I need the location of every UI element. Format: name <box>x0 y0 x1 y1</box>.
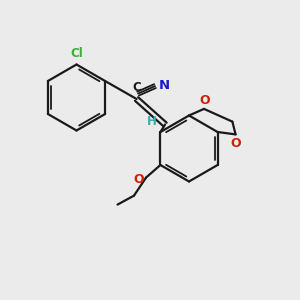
Text: O: O <box>231 137 242 150</box>
Text: O: O <box>199 94 210 106</box>
Text: Cl: Cl <box>70 47 83 60</box>
Text: C: C <box>132 81 141 94</box>
Text: N: N <box>159 79 170 92</box>
Text: H: H <box>147 115 157 128</box>
Text: O: O <box>133 172 144 186</box>
